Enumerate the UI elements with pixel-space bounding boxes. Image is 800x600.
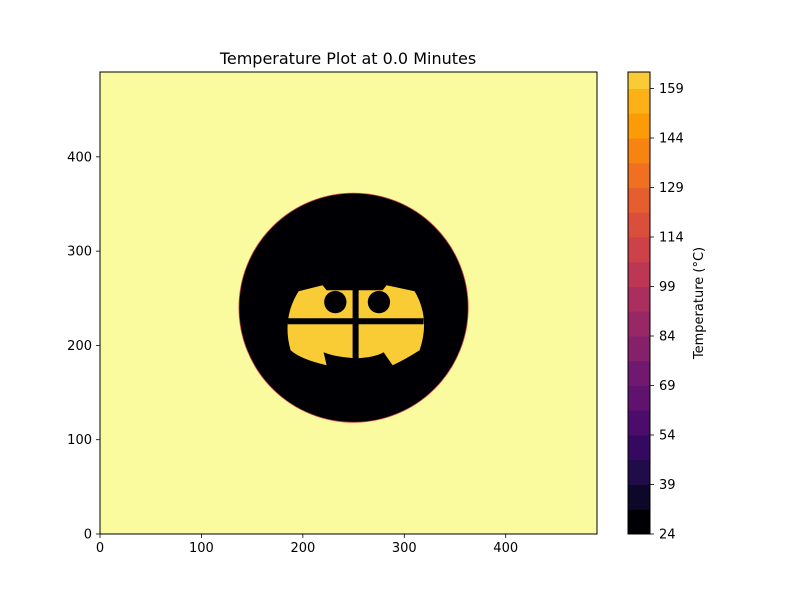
colorbar-ticks: 24 39 54 69 84 99 114 129 144 159 [650,82,684,543]
colorbar-band [628,261,650,287]
colorbar-band [628,410,650,436]
region-eye-right [367,290,391,314]
colorbar-band [628,311,650,337]
colorbar-band [628,336,650,362]
x-tick-label: 200 [290,541,315,556]
x-axis: 0 100 200 300 400 [96,534,518,556]
colorbar-band [628,212,650,238]
colorbar: 24 39 54 69 84 99 114 129 144 159 Temperature (°C… [627,71,707,543]
y-tick-label: 200 [67,339,92,354]
colorbar-band [628,286,650,312]
region-crossbar-vertical [352,267,359,368]
colorbar-bands [628,72,650,535]
y-tick-label: 400 [67,150,92,165]
chart-title: Temperature Plot at 0.0 Minutes [219,49,476,68]
colorbar-tick-label: 129 [659,181,684,196]
colorbar-band [628,360,650,386]
colorbar-band [628,459,650,485]
y-tick-label: 100 [67,433,92,448]
plot-area [99,71,598,535]
colorbar-band [628,162,650,188]
colorbar-tick-label: 24 [659,528,676,543]
colorbar-tick-label: 69 [659,379,676,394]
x-tick-label: 100 [189,541,214,556]
x-tick-label: 300 [392,541,417,556]
colorbar-band [628,435,650,461]
colorbar-tick-label: 99 [659,280,676,295]
heat-regions [238,192,469,423]
plot-frame [99,71,598,535]
region-eye-left [324,290,347,314]
colorbar-band [628,484,650,510]
colorbar-band [628,113,650,139]
colorbar-tick-label: 144 [659,132,684,147]
colorbar-band [628,237,650,263]
colorbar-band [628,187,650,213]
colorbar-band [628,509,650,535]
colorbar-band [628,88,650,114]
colorbar-tick-label: 39 [659,478,676,493]
colorbar-frame [627,71,651,535]
colorbar-band [628,138,650,164]
x-tick-label: 0 [96,541,104,556]
y-axis: 0 100 200 300 400 [67,150,100,543]
colorbar-tick-label: 159 [659,82,684,97]
colorbar-tick-label: 54 [659,429,676,444]
colorbar-tick-label: 84 [659,330,676,345]
colorbar-label: Temperature (°C) [692,247,707,360]
y-tick-label: 300 [67,245,92,260]
y-tick-label: 0 [84,528,92,543]
colorbar-tick-label: 114 [659,231,684,246]
x-tick-label: 400 [493,541,518,556]
colorbar-band [628,72,650,89]
colorbar-band [628,385,650,411]
